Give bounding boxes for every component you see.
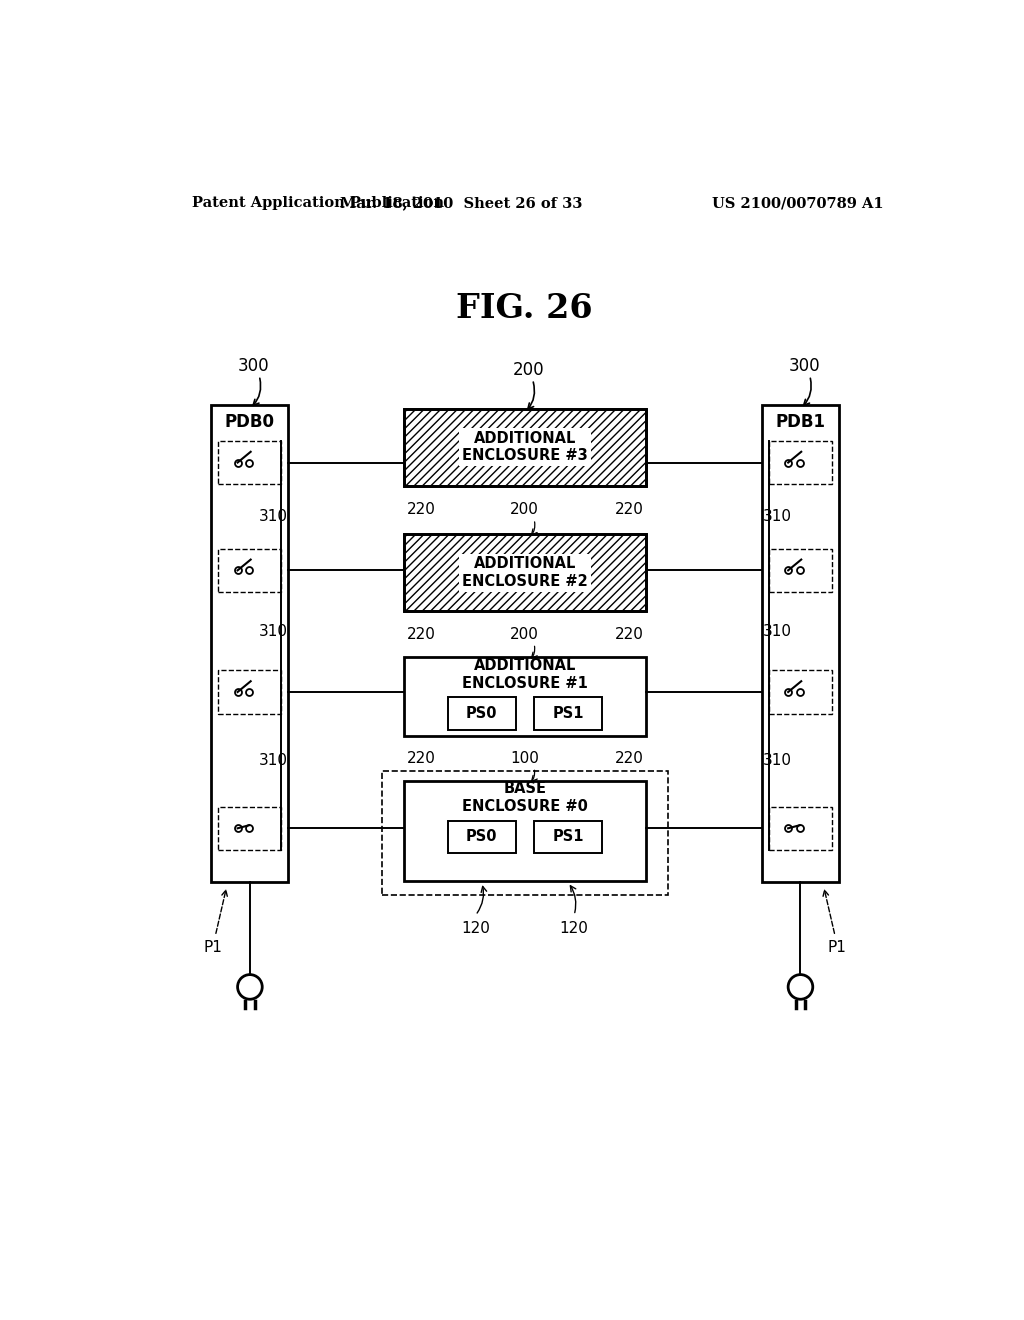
Text: 220: 220 (615, 503, 644, 517)
Text: ADDITIONAL
ENCLOSURE #1: ADDITIONAL ENCLOSURE #1 (462, 659, 588, 690)
Text: PS0: PS0 (466, 829, 498, 845)
Text: PDB0: PDB0 (225, 413, 274, 430)
Text: 310: 310 (258, 623, 288, 639)
Bar (218, 671, 282, 714)
Text: P1: P1 (204, 940, 222, 956)
Text: 120: 120 (560, 921, 589, 936)
Text: 100: 100 (510, 751, 540, 766)
Text: P1: P1 (828, 940, 847, 956)
Text: PS1: PS1 (552, 706, 584, 721)
Bar (769, 441, 833, 484)
Bar (769, 807, 833, 850)
Bar (218, 441, 282, 484)
Text: Mar. 18, 2010  Sheet 26 of 33: Mar. 18, 2010 Sheet 26 of 33 (340, 197, 583, 210)
Text: FIG. 26: FIG. 26 (457, 292, 593, 325)
Text: 300: 300 (238, 358, 269, 375)
Bar (403, 657, 646, 737)
Text: 310: 310 (258, 752, 288, 768)
Text: 310: 310 (258, 510, 288, 524)
Text: 220: 220 (407, 503, 435, 517)
Text: ADDITIONAL
ENCLOSURE #3: ADDITIONAL ENCLOSURE #3 (462, 430, 588, 463)
Text: 300: 300 (788, 358, 820, 375)
Text: ADDITIONAL
ENCLOSURE #2: ADDITIONAL ENCLOSURE #2 (462, 557, 588, 589)
Text: PDB1: PDB1 (775, 413, 825, 430)
Text: US 2100/0070789 A1: US 2100/0070789 A1 (712, 197, 884, 210)
Text: PS1: PS1 (552, 829, 584, 845)
Bar (382, 771, 668, 895)
Text: 310: 310 (763, 623, 792, 639)
Text: BASE
ENCLOSURE #0: BASE ENCLOSURE #0 (462, 781, 588, 813)
Text: PS0: PS0 (466, 706, 498, 721)
Text: 220: 220 (615, 627, 644, 642)
Bar (447, 697, 515, 730)
Text: 200: 200 (510, 503, 540, 517)
Bar (403, 780, 646, 880)
Bar (218, 549, 282, 591)
Bar (211, 405, 289, 882)
Text: 200: 200 (510, 627, 540, 642)
Bar (403, 409, 646, 486)
Bar (762, 405, 839, 882)
Text: 120: 120 (461, 921, 489, 936)
Text: 220: 220 (407, 751, 435, 766)
Bar (535, 697, 602, 730)
Bar (403, 535, 646, 611)
Bar (535, 821, 602, 853)
Text: 200: 200 (513, 362, 545, 379)
Bar (769, 549, 833, 591)
Bar (447, 821, 515, 853)
Text: Patent Application Publication: Patent Application Publication (193, 197, 444, 210)
Text: 310: 310 (763, 752, 792, 768)
Bar (403, 535, 646, 611)
Bar (769, 671, 833, 714)
Text: 220: 220 (407, 627, 435, 642)
Text: 220: 220 (615, 751, 644, 766)
Text: 310: 310 (763, 510, 792, 524)
Bar (403, 409, 646, 486)
Bar (218, 807, 282, 850)
